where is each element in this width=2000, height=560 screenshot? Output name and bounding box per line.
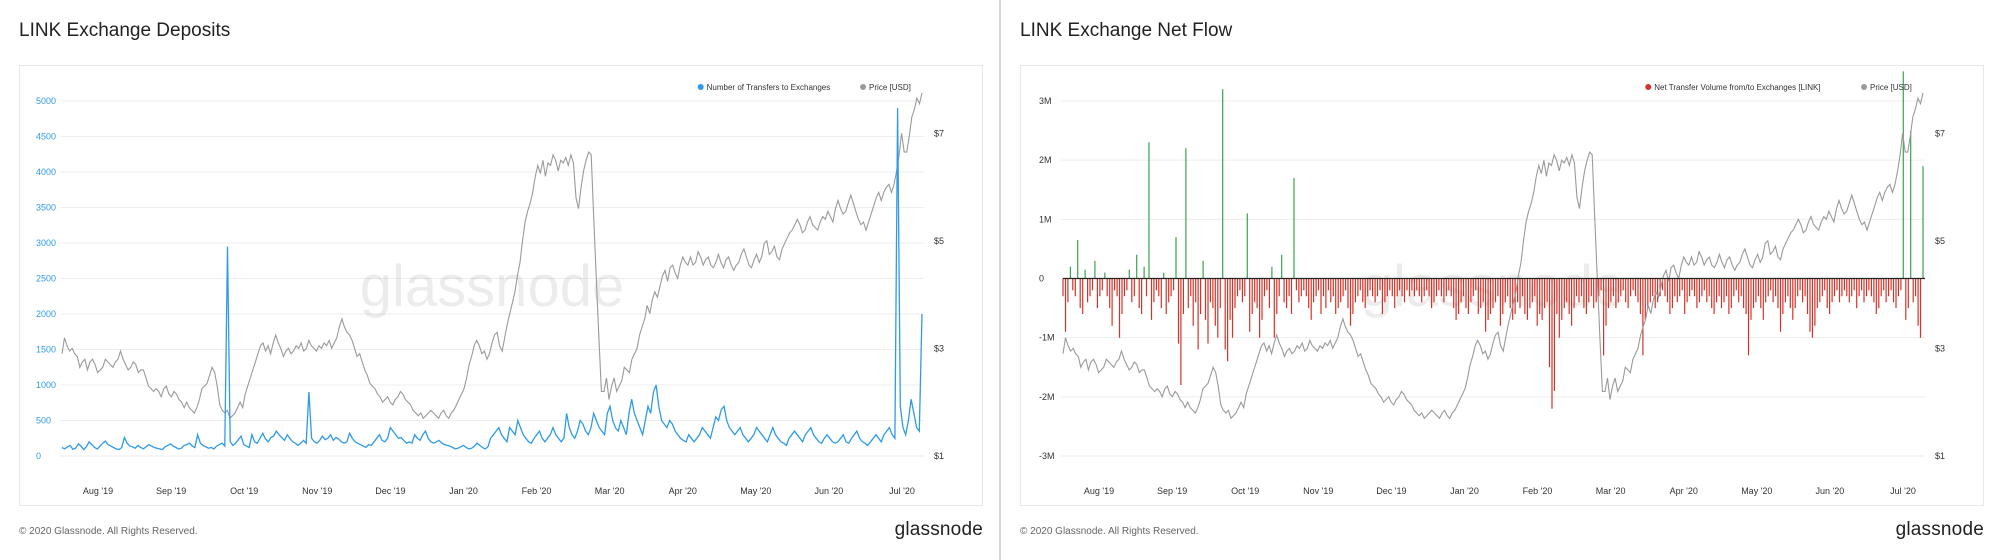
glassnode-logo[interactable]: glassnode [1895,519,1984,540]
x-tick-label: Nov '19 [302,486,332,496]
y-right-tick-label: $7 [934,128,944,138]
x-tick-label: Jul '20 [889,486,915,496]
y-right-tick-label: $1 [934,451,944,461]
y-left-tick-label: -3M [1039,451,1055,461]
y-left-tick-label: 1000 [36,380,56,390]
y-left-tick-label: 0 [1039,274,1044,284]
deposits-chart: 0 500 1000 1500 2000 2500 3000 3500 4000 4500 5000… [19,65,983,506]
x-tick-label: Nov '19 [1303,486,1333,496]
glassnode-logo[interactable]: glassnode [894,519,983,540]
price-series-line [61,92,923,420]
x-tick-label: Dec '19 [1376,486,1406,496]
y-right-tick-label: $5 [934,236,944,246]
legend-marker [860,84,867,90]
y-left-tick-label: 500 [36,416,51,426]
y-left-tick-label: 2M [1039,155,1052,165]
y-left-tick-label: 1500 [36,345,56,355]
x-tick-label: Aug '19 [83,486,113,496]
legend-marker [1861,84,1868,90]
y-left-tick-label: 1M [1039,214,1052,224]
x-tick-label: Jan '20 [1450,486,1479,496]
netflow-chart: -3M -2M -1M 0 1M 2M 3M $1 $3 $5 $7 Aug '19 Sep '19 Oc… [1020,65,1984,506]
x-tick-label: Oct '19 [1231,486,1259,496]
x-tick-label: May '20 [1741,486,1772,496]
legend-label: Net Transfer Volume from/to Exchanges [L… [1654,83,1820,92]
x-tick-label: Sep '19 [156,486,186,496]
x-tick-label: Jul '20 [1890,486,1916,496]
x-tick-label: May '20 [740,486,771,496]
x-tick-label: Aug '19 [1084,486,1114,496]
netflow-chart-title: LINK Exchange Net Flow [1020,20,1233,41]
x-tick-label: Apr '20 [1670,486,1698,496]
panel-divider [999,0,1001,560]
y-left-tick-label: 2500 [36,274,56,284]
x-tick-label: Mar '20 [595,486,625,496]
x-tick-label: Dec '19 [375,486,405,496]
legend-label: Price [USD] [869,83,911,92]
deposits-panel: LINK Exchange Deposits 0 500 1000 1500 2000 2… [0,0,999,560]
x-tick-label: Feb '20 [1523,486,1553,496]
y-right-tick-label: $5 [1935,236,1945,246]
x-tick-label: Oct '19 [230,486,258,496]
y-left-tick-label: 3M [1039,96,1052,106]
x-tick-label: Jun '20 [815,486,844,496]
y-left-tick-label: 2000 [36,309,56,319]
y-left-tick-label: 4000 [36,167,56,177]
y-right-tick-label: $7 [1935,128,1945,138]
legend-marker [1645,84,1652,90]
legend-marker [697,84,704,90]
x-tick-label: Jun '20 [1816,486,1845,496]
y-left-tick-label: 0 [36,451,41,461]
y-left-tick-label: 3000 [36,238,56,248]
y-right-tick-label: $1 [1935,451,1945,461]
netflow-panel: LINK Exchange Net Flow -3M -2M -1M 0 1M 2M 3M $… [1001,0,2000,560]
x-tick-label: Jan '20 [449,486,478,496]
legend-label: Price [USD] [1870,83,1912,92]
watermark-text: glassnode [360,254,624,319]
x-tick-label: Mar '20 [1596,486,1626,496]
price-series-line [1062,92,1924,420]
copyright-text: © 2020 Glassnode. All Rights Reserved. [19,526,198,537]
y-left-tick-label: 3500 [36,203,56,213]
y-right-tick-label: $3 [934,343,944,353]
netflow-chart-svg: -3M -2M -1M 0 1M 2M 3M $1 $3 $5 $7 Aug '19 Sep '19 Oc… [1039,71,1945,496]
copyright-text: © 2020 Glassnode. All Rights Reserved. [1020,526,1199,537]
deposits-chart-svg: 0 500 1000 1500 2000 2500 3000 3500 4000 4500 5000… [36,83,944,496]
x-tick-label: Feb '20 [522,486,552,496]
y-left-tick-label: -2M [1039,392,1055,402]
netflow-negative-bars [1062,278,1922,409]
y-left-tick-label: 4500 [36,132,56,142]
y-left-tick-label: 5000 [36,96,56,106]
x-tick-label: Apr '20 [669,486,697,496]
y-right-tick-label: $3 [1935,343,1945,353]
transfers-series-line [61,108,923,451]
legend-label: Number of Transfers to Exchanges [707,83,831,92]
x-tick-label: Sep '19 [1157,486,1187,496]
y-left-tick-label: -1M [1039,333,1055,343]
deposits-chart-title: LINK Exchange Deposits [19,20,231,41]
netflow-positive-bars [1069,71,1924,279]
